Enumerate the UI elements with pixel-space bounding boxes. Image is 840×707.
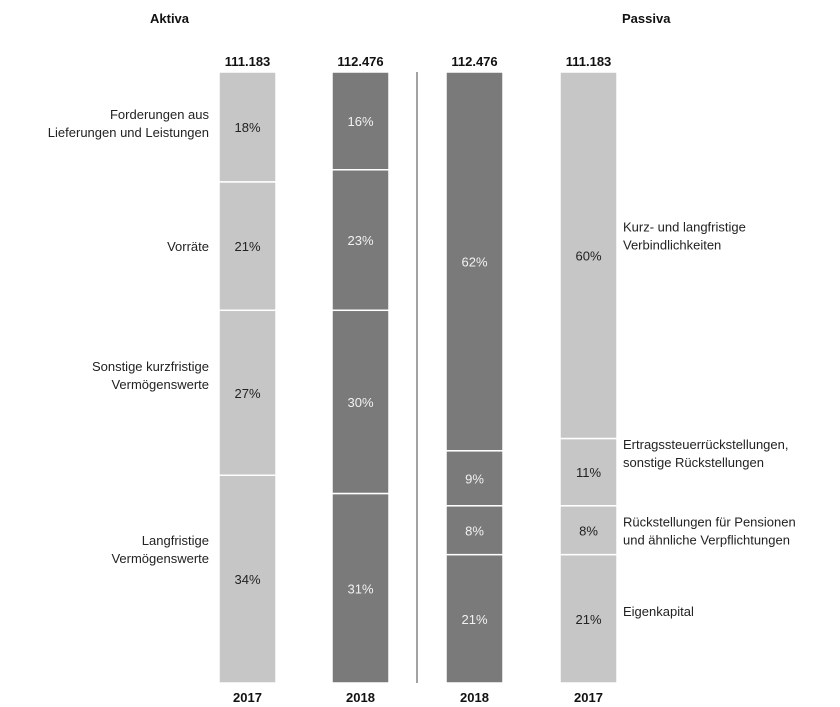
year-tick-label: 2018 xyxy=(346,690,375,705)
data-label: 27% xyxy=(234,386,260,401)
bar-segment-right-2018-3 xyxy=(445,505,504,556)
data-label: 21% xyxy=(575,612,601,627)
bar-segment-right-2018-1 xyxy=(445,71,504,452)
bar-segment-left-2018-3 xyxy=(331,309,390,495)
bar-segment-right-2018-2 xyxy=(445,450,504,507)
data-label: 11% xyxy=(576,465,601,480)
passiva-heading: Passiva xyxy=(622,11,671,26)
aktiva-category-label: Langfristige Vermögenswerte xyxy=(111,533,209,566)
data-label: 8% xyxy=(465,523,484,538)
data-label: 30% xyxy=(347,395,373,410)
data-label: 16% xyxy=(347,114,373,129)
data-label: 34% xyxy=(234,572,260,587)
data-label: 21% xyxy=(234,239,260,254)
year-tick-label: 2017 xyxy=(574,690,603,705)
bars-group: 18% 21% 27% 34% 111.183 2017 16% 23% 30% 31% 112.4… xyxy=(218,54,618,705)
column-total: 111.183 xyxy=(566,54,612,69)
passiva-category-label: Kurz- und langfristige Verbindlichkeiten xyxy=(623,219,746,252)
data-label: 31% xyxy=(347,581,373,596)
data-label: 18% xyxy=(234,120,260,135)
aktiva-heading: Aktiva xyxy=(150,11,190,26)
data-label: 8% xyxy=(579,523,598,538)
passiva-category-label: Ertragssteuerrückstellungen, sonstige Rüc… xyxy=(623,437,788,470)
data-label: 9% xyxy=(465,471,484,486)
bar-segment-left-2018-4 xyxy=(331,492,390,684)
bar-segment-left-2018-2 xyxy=(331,169,390,312)
bar-segment-right-2017-2 xyxy=(559,437,618,507)
data-label: 23% xyxy=(347,233,373,248)
column-total: 112.476 xyxy=(451,54,497,69)
aktiva-category-label: Sonstige kurzfristige Vermögenswerte xyxy=(92,359,209,392)
aktiva-category-label: Forderungen aus Lieferungen und Leistunge… xyxy=(48,107,210,140)
bar-segment-right-2017-1 xyxy=(559,71,618,440)
bar-segment-right-2018-4 xyxy=(445,553,504,684)
data-label: 62% xyxy=(461,254,487,269)
bar-segment-right-2017-3 xyxy=(559,505,618,556)
category-labels-group: Forderungen aus Lieferungen und Leistunge… xyxy=(48,107,796,619)
bar-segment-left-2017-4 xyxy=(218,474,277,684)
data-label: 60% xyxy=(575,248,601,263)
data-label: 21% xyxy=(461,612,487,627)
column-total: 111.183 xyxy=(225,54,271,69)
passiva-category-label: Eigenkapital xyxy=(623,604,694,619)
bar-segment-left-2018-1 xyxy=(331,71,390,171)
bar-segment-right-2017-4 xyxy=(559,553,618,684)
year-tick-label: 2017 xyxy=(233,690,262,705)
aktiva-category-label: Vorräte xyxy=(167,239,209,254)
year-tick-label: 2018 xyxy=(460,690,489,705)
passiva-category-label: Rückstellungen für Pensionen und ähnliche… xyxy=(623,514,796,547)
bar-segment-left-2017-2 xyxy=(218,181,277,312)
column-total: 112.476 xyxy=(337,54,383,69)
